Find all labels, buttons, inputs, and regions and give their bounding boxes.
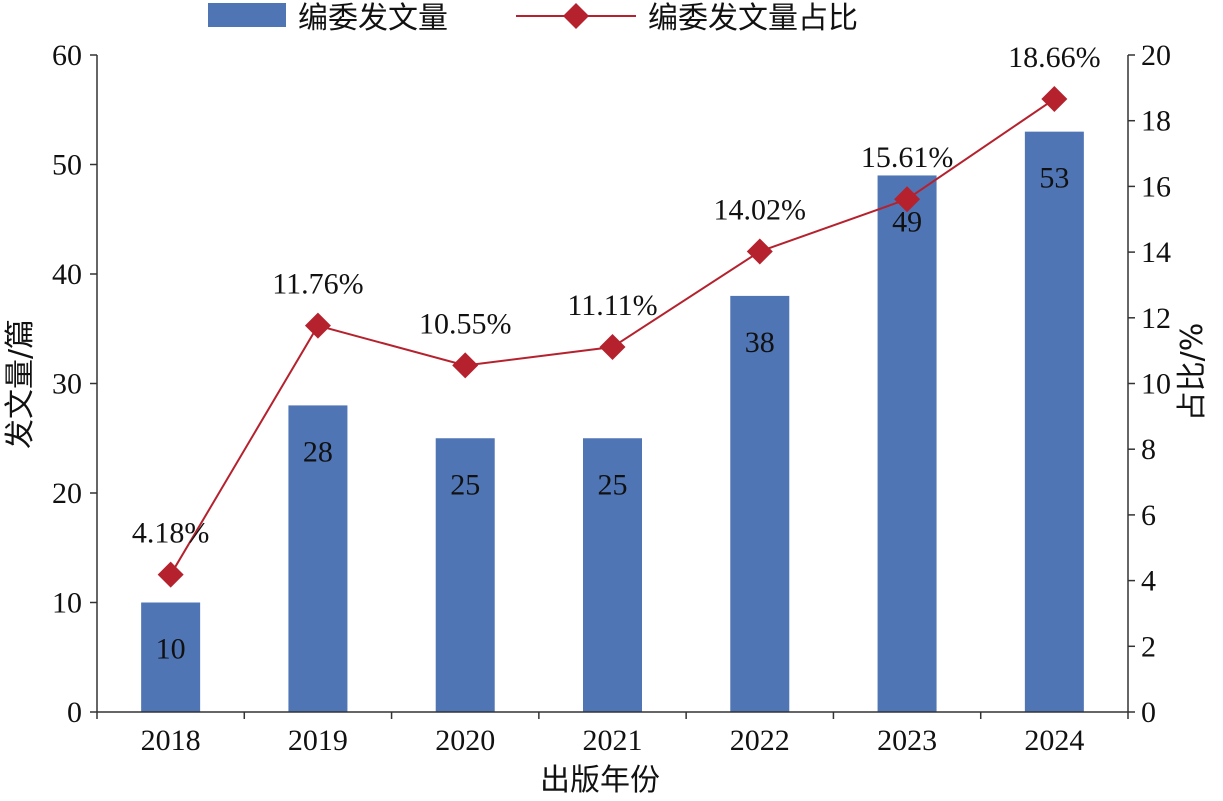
- y-tick-label-60: 60: [52, 39, 82, 72]
- bar-2024: [1024, 131, 1084, 712]
- y2-tick-label-4: 4: [1141, 565, 1156, 598]
- axes-layer: 2018 2019 2020 2021 2022 2023 2024010203040506…: [52, 39, 1171, 757]
- share-value-label-2022: 14.02%: [714, 193, 807, 226]
- share-marker-2022: [746, 238, 773, 265]
- y2-tick-label-12: 12: [1141, 302, 1171, 335]
- y-axis-title: 发文量/篇: [3, 319, 38, 449]
- y-tick-label-40: 40: [52, 258, 82, 291]
- share-value-label-2020: 10.55%: [419, 307, 512, 340]
- y2-tick-label-18: 18: [1141, 105, 1171, 138]
- y2-tick-label-20: 20: [1141, 39, 1171, 72]
- share-marker-2019: [304, 312, 331, 339]
- share-value-label-2023: 15.61%: [861, 141, 954, 174]
- bar-value-label-2024: 53: [1039, 162, 1069, 195]
- bar-2022: [730, 295, 790, 712]
- bar-value-label-2018: 10: [156, 633, 186, 666]
- share-marker-2024: [1041, 86, 1068, 113]
- share-marker-2020: [452, 352, 479, 379]
- x-tick-label-2021: 2021: [583, 724, 643, 757]
- bar-2019: [288, 405, 348, 712]
- y2-axis-title: 占比/%: [1175, 323, 1210, 422]
- share-value-label-2019: 11.76%: [272, 268, 363, 301]
- legend: 编委发文量 编委发文量占比: [208, 1, 858, 36]
- x-axis-title: 出版年份: [540, 763, 660, 798]
- share-value-label-2018: 4.18%: [132, 517, 210, 550]
- share-value-label-2024: 18.66%: [1008, 41, 1101, 74]
- share-marker-2023: [894, 186, 921, 213]
- legend-diamond-marker: [563, 3, 589, 29]
- legend-line-label: 编委发文量占比: [648, 1, 858, 36]
- y2-tick-label-14: 14: [1141, 236, 1171, 269]
- y2-tick-label-10: 10: [1141, 368, 1171, 401]
- y-tick-label-30: 30: [52, 368, 82, 401]
- y-tick-label-50: 50: [52, 149, 82, 182]
- bar-2020: [435, 438, 495, 712]
- x-tick-label-2020: 2020: [435, 724, 495, 757]
- y-tick-label-10: 10: [52, 587, 82, 620]
- bar-value-label-2022: 38: [745, 326, 775, 359]
- share-value-label-2021: 11.11%: [567, 289, 657, 322]
- bar-value-label-2019: 28: [303, 435, 333, 468]
- y2-tick-label-16: 16: [1141, 170, 1171, 203]
- bar-value-label-2021: 25: [598, 468, 628, 501]
- bar-2023: [877, 175, 937, 712]
- x-tick-label-2022: 2022: [730, 724, 790, 757]
- x-tick-label-2023: 2023: [877, 724, 937, 757]
- x-tick-label-2024: 2024: [1024, 724, 1084, 757]
- bar-value-label-2020: 25: [450, 468, 480, 501]
- legend-bar-label: 编委发文量: [298, 1, 448, 36]
- x-tick-label-2019: 2019: [288, 724, 348, 757]
- bar-2018: [141, 602, 201, 712]
- share-marker-2018: [157, 561, 184, 588]
- bars-layer: [141, 131, 1084, 712]
- y2-tick-label-0: 0: [1141, 696, 1156, 729]
- legend-bar-swatch: [208, 3, 286, 27]
- x-tick-label-2018: 2018: [141, 724, 201, 757]
- y2-tick-label-2: 2: [1141, 630, 1156, 663]
- y-tick-label-20: 20: [52, 477, 82, 510]
- bar-value-label-2023: 49: [892, 205, 922, 238]
- labels-layer: 10 28 25 25 38 49 53 4.18% 11.76% 10.55% 11.11% 14.…: [132, 41, 1101, 665]
- line-layer: [157, 86, 1068, 588]
- bar-2021: [583, 438, 642, 712]
- y-tick-label-0: 0: [67, 696, 82, 729]
- share-marker-2021: [599, 334, 626, 361]
- y2-tick-label-6: 6: [1141, 499, 1156, 532]
- y2-tick-label-8: 8: [1141, 433, 1156, 466]
